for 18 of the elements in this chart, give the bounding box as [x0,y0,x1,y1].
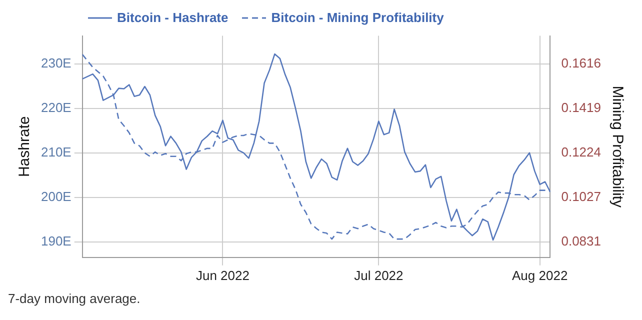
y-tick-label: 230E [40,55,72,70]
y2-axis-title: Mining Profitability [608,86,626,208]
text: 7-day moving average. [8,291,142,306]
x-tick-label: Aug 2022 [512,268,568,283]
y-tick-label: 220E [40,100,72,115]
y2-tick-label: 0.1616 [561,55,602,70]
y2-tick-label: 0.1027 [561,188,602,204]
x-tick-label: Jun 2022 [196,268,250,283]
y2-tick-label: 0.1419 [561,100,602,116]
y-tick-label: 200E [40,188,72,204]
legend-label: Bitcoin - Hashrate [117,10,228,25]
y-axis-title: Hashrate [16,116,34,178]
y-tick-label: 190E [40,233,72,248]
x-tick-label: Jul 2022 [354,268,404,283]
y-tick-label: 210E [40,144,72,160]
y2-tick-label: 0.1224 [561,144,602,160]
y2-tick-label: 0.0831 [561,233,602,248]
legend-label: Bitcoin - Mining Profitability [271,10,444,25]
